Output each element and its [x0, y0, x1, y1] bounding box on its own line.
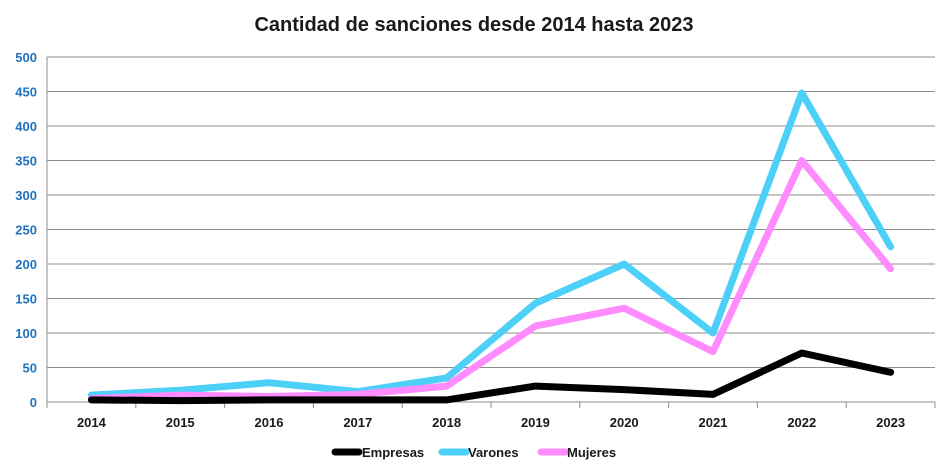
- x-tick-label: 2018: [432, 415, 461, 430]
- legend-label-mujeres: Mujeres: [567, 445, 616, 460]
- y-tick-label: 50: [23, 361, 37, 376]
- legend-label-empresas: Empresas: [362, 445, 424, 460]
- series-line-varones: [87, 89, 895, 399]
- y-tick-label: 400: [15, 119, 37, 134]
- y-tick-label: 500: [15, 50, 37, 65]
- x-tick-label: 2023: [876, 415, 905, 430]
- y-tick-label: 200: [15, 257, 37, 272]
- legend: Empresas Varones Mujeres: [331, 445, 616, 460]
- x-tick-label: 2020: [610, 415, 639, 430]
- y-tick-label: 100: [15, 326, 37, 341]
- gridlines: [46, 56, 935, 403]
- y-tick-label: 450: [15, 85, 37, 100]
- x-tick-label: 2021: [699, 415, 728, 430]
- series-lines: [87, 89, 895, 405]
- x-axis-ticks: 2014 2015 2016 2017 2018 2019 2020 2021 2022 2023: [46, 402, 936, 430]
- x-tick-label: 2022: [787, 415, 816, 430]
- x-tick-label: 2016: [255, 415, 284, 430]
- y-tick-label: 300: [15, 188, 37, 203]
- series-line-empresas: [87, 349, 895, 405]
- chart-title: Cantidad de sanciones desde 2014 hasta 2…: [254, 14, 693, 36]
- y-tick-label: 150: [15, 292, 37, 307]
- y-axis-ticks: 0 50 100 150 200 250 300 350 400 450 500: [15, 50, 37, 410]
- x-tick-label: 2014: [77, 415, 107, 430]
- y-tick-label: 350: [15, 154, 37, 169]
- series-line-mujeres: [87, 157, 895, 403]
- y-tick-label: 0: [30, 395, 37, 410]
- x-tick-label: 2019: [521, 415, 550, 430]
- y-tick-label: 250: [15, 223, 37, 238]
- legend-label-varones: Varones: [468, 445, 519, 460]
- x-tick-label: 2015: [166, 415, 195, 430]
- x-tick-label: 2017: [343, 415, 372, 430]
